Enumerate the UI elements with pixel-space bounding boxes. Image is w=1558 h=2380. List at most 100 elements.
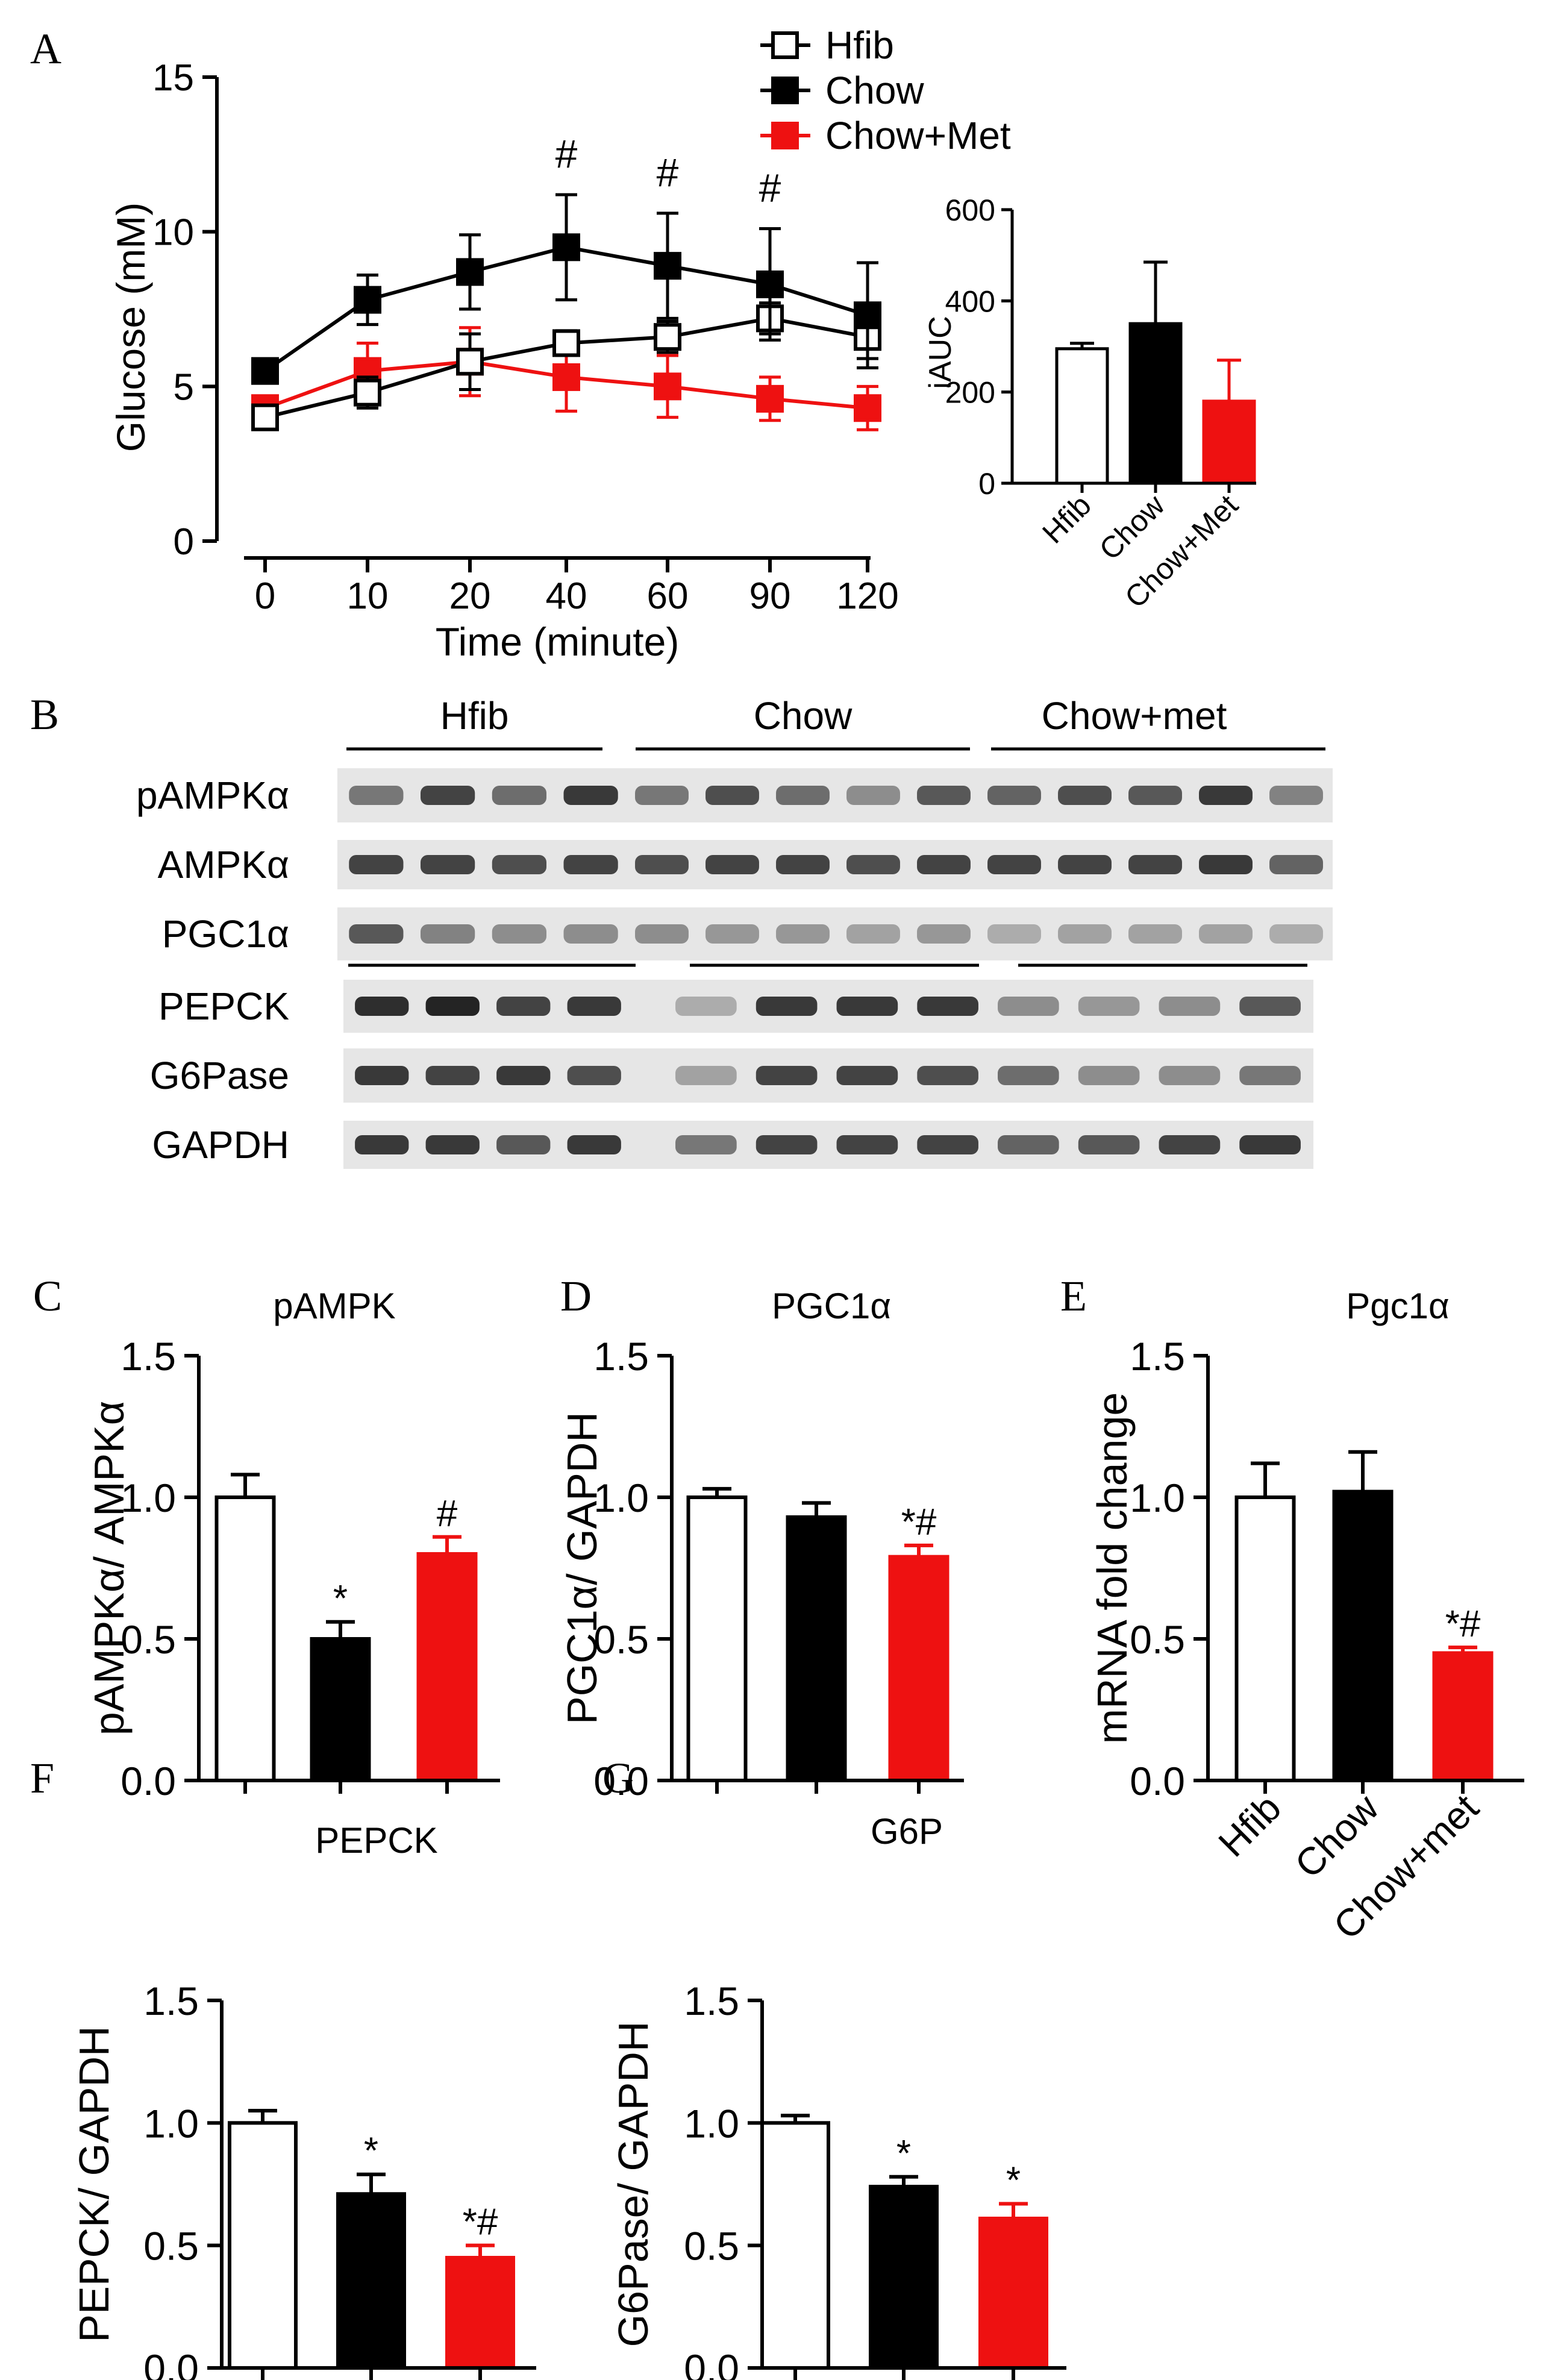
significance-mark: # [555,131,578,176]
blot-band [1128,924,1182,944]
data-point [354,378,381,407]
blot-band [421,924,475,944]
data-point [654,252,681,280]
bar [1202,399,1256,485]
y-tick-label: 0.0 [684,2346,739,2380]
y-tick-label: 0.5 [1130,1617,1185,1662]
legend-label: Hfib [825,23,894,67]
legend-marker [771,122,799,149]
significance-mark: *# [463,2202,498,2243]
blot-band [1199,924,1253,944]
data-point [552,233,580,261]
blot-band [1159,1135,1221,1154]
x-tick-label: 60 [647,575,689,617]
panel-a-glucose-line-chart: 0 5 10 15 0 10 20 40 60 90 120 Time (minute) Glucose… [108,23,1011,664]
blot-band [425,1066,480,1085]
significance-mark: * [333,1578,348,1620]
blot-band [776,786,830,805]
legend-marker [771,31,799,59]
blot-band [421,855,475,874]
blot-band [1058,786,1112,805]
chart-title: pAMPK [273,1286,395,1326]
blot-band [492,924,546,944]
bar [686,1495,748,1782]
y-tick-label: 1.0 [120,1476,176,1520]
significance-mark: * [364,2131,378,2172]
blot-band [1078,997,1140,1016]
blot-band [1239,1135,1301,1154]
blot-band [705,855,759,874]
x-axis-title: Time (minute) [436,619,680,664]
blot-band [917,786,971,805]
y-tick-label: 600 [945,193,995,227]
blot-band [492,786,546,805]
data-point [251,403,279,431]
y-tick-label: 1.5 [684,1979,739,2023]
blot-band [846,855,900,874]
blot-band [496,1135,551,1154]
blot-row-label: PEPCK [158,985,289,1028]
blot-band [1159,1066,1221,1085]
y-tick-label: 0.5 [593,1617,649,1662]
blot-band [998,1135,1059,1154]
blot-row-label: GAPDH [152,1123,289,1167]
y-tick-label: 1.0 [593,1476,649,1520]
x-tick-label: 10 [347,575,389,617]
bar [1234,1495,1296,1782]
blot-band [1269,786,1323,805]
chart-title: PEPCK [315,1820,437,1861]
data-point [456,348,484,376]
bar [786,1515,847,1782]
x-tick-label: 40 [546,575,587,617]
y-tick-label: 0.5 [143,2224,199,2269]
y-tick-label: 1.0 [684,2101,739,2146]
blot-band [1199,786,1253,805]
blot-band [756,1066,818,1085]
significance-mark: # [437,1493,458,1535]
y-tick-label: 0.0 [593,1759,649,1803]
blot-band [563,924,618,944]
bar [1332,1489,1394,1783]
data-point [251,357,279,385]
blot-band [349,924,404,944]
blot-band [1239,1066,1301,1085]
x-tick-label: 90 [749,575,791,617]
significance-mark: *# [1445,1603,1481,1645]
bar [888,1555,950,1782]
blot-band [987,786,1041,805]
data-point [756,270,784,298]
blot-band [1128,855,1182,874]
blot-band [998,1066,1059,1085]
bar [214,1495,276,1782]
blot-strip [337,907,1333,960]
legend-label: Chow+Met [825,114,1011,157]
blot-band [425,997,480,1016]
y-tick-label: 15 [152,57,194,99]
panel-letter-d: D [560,1272,592,1320]
x-tick-label: Hfib [1036,488,1097,550]
significance-mark: * [1006,2160,1021,2202]
blot-band [349,855,404,874]
bar [310,1637,371,1782]
data-point [456,258,484,286]
blot-band [567,997,621,1016]
bar [1055,347,1109,485]
blot-band [756,1135,818,1154]
blot-band [846,924,900,944]
y-axis-title: Glucose (mM) [108,202,153,452]
blot-strip [337,768,1333,822]
bar [416,1552,478,1782]
blot-band [675,1066,737,1085]
y-tick-label: 1.5 [593,1334,649,1379]
significance-mark: # [759,166,781,210]
blot-band [567,1066,621,1085]
y-axis-title: G6Pase/ GAPDH [610,2021,657,2347]
y-tick-label: 200 [945,376,995,410]
blot-band [1269,924,1323,944]
panel-d-bar-chart: 0.0 0.5 1.0 1.5 PGC1α/ GAPDH PGC1α *# [558,1286,964,1803]
y-axis-title: PEPCK/ GAPDH [70,2026,117,2342]
blot-band [635,786,689,805]
bar [336,2192,406,2370]
blot-band [496,1066,551,1085]
